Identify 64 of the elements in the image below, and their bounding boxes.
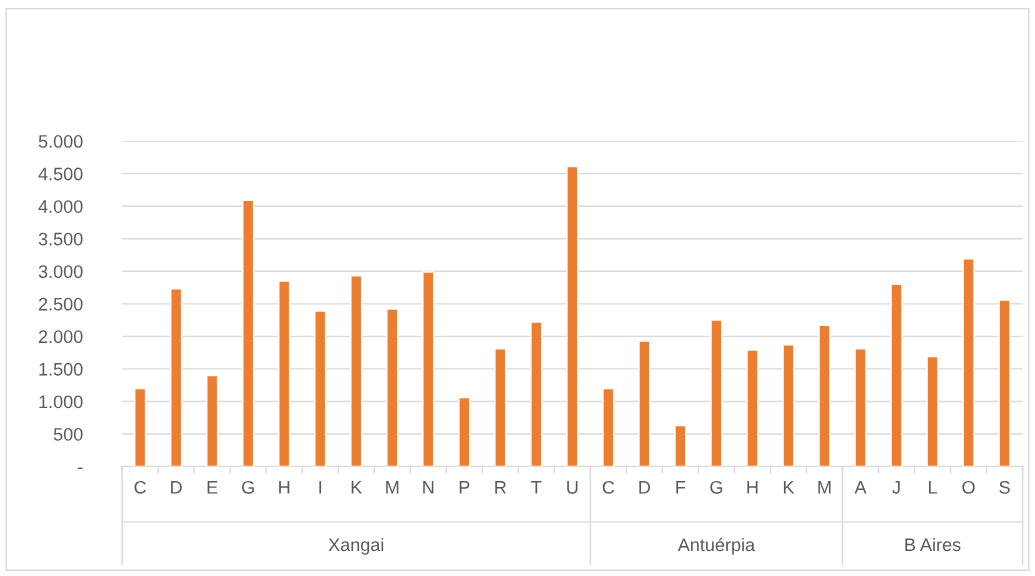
bar — [674, 424, 687, 467]
x-tick-label: A — [854, 481, 867, 494]
bar — [134, 387, 147, 467]
bar — [350, 275, 363, 467]
bar — [314, 310, 327, 467]
x-tick-label: H — [279, 481, 290, 494]
bar — [242, 199, 255, 467]
bar — [710, 319, 723, 467]
x-tick-label: C — [134, 480, 146, 494]
bar — [458, 396, 471, 467]
x-tick-label: U — [567, 481, 578, 494]
bar — [926, 355, 939, 467]
x-tick-label: K — [351, 481, 363, 494]
y-tick-label: 4.000 — [38, 200, 83, 213]
y-tick-label: 3.500 — [38, 232, 83, 246]
bar — [566, 165, 579, 467]
bar — [854, 348, 867, 467]
text: Xangai — [328, 537, 384, 555]
text: Antuérpia — [677, 537, 756, 555]
x-tick-label: E — [207, 481, 218, 494]
bar — [170, 288, 183, 467]
text: B Aires — [905, 537, 961, 552]
y-tick-label: 3.000 — [38, 265, 83, 279]
x-tick-label: M — [818, 481, 831, 494]
x-tick-label: G — [710, 480, 723, 494]
y-tick-label: 1.500 — [39, 362, 83, 376]
x-tick-label: P — [459, 481, 470, 494]
bar — [782, 344, 795, 467]
x-tick-label: I — [319, 481, 322, 494]
x-tick-label: C — [602, 480, 615, 494]
y-tick-label: 1.000 — [39, 395, 83, 409]
bar — [746, 349, 759, 467]
x-tick-label: D — [639, 481, 651, 494]
x-tick-label: T — [531, 481, 542, 494]
x-tick-label: F — [676, 481, 686, 494]
y-tick-label: 4.500 — [38, 167, 83, 181]
x-tick-label: J — [892, 481, 900, 494]
bar — [206, 374, 219, 467]
y-tick-label: 2.000 — [38, 330, 83, 344]
x-tick-label: R — [495, 481, 506, 494]
bar — [278, 280, 291, 467]
x-tick-label: K — [783, 481, 795, 494]
x-tick-label: N — [423, 481, 434, 494]
bar — [602, 387, 615, 467]
x-tick-label: D — [171, 481, 182, 494]
y-tick-label: 2.500 — [38, 297, 83, 311]
y-tick-label: - — [78, 467, 83, 470]
x-tick-label: G — [242, 480, 254, 494]
x-tick-label: L — [929, 481, 937, 494]
bar — [530, 321, 543, 467]
bar — [890, 283, 903, 467]
bar — [422, 271, 435, 467]
y-tick-label: 5.000 — [38, 135, 83, 148]
bar — [494, 348, 507, 467]
x-tick-label: O — [962, 480, 975, 494]
bar — [998, 299, 1011, 467]
x-tick-label: H — [747, 481, 758, 494]
bar — [638, 340, 651, 467]
bar — [386, 308, 399, 467]
x-tick-label: M — [386, 481, 399, 494]
y-tick-label: 500 — [53, 427, 83, 441]
bar — [818, 324, 831, 467]
bar — [962, 258, 975, 467]
x-tick-label: S — [999, 480, 1010, 494]
